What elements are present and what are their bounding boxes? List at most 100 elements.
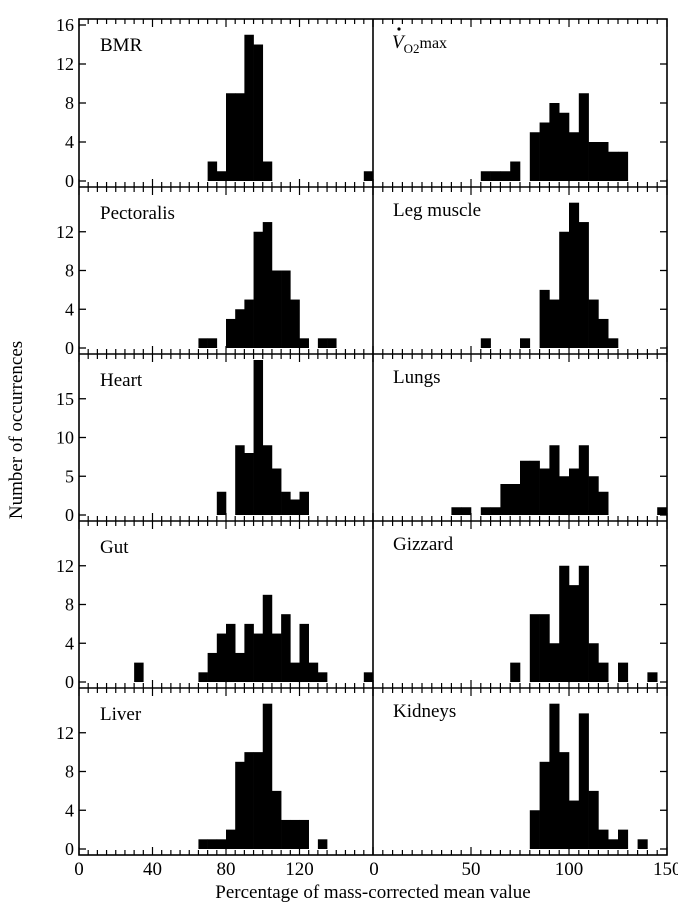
- y-tick-label-pectoralis: 4: [65, 299, 74, 319]
- bar-vo2max: [559, 112, 570, 181]
- bar-bmr: [363, 171, 374, 181]
- bar-gut: [317, 672, 328, 682]
- bar-bmr: [262, 161, 273, 181]
- bar-kidneys: [637, 839, 648, 849]
- y-tick-label-heart: 10: [56, 428, 74, 448]
- bar-vo2max: [588, 142, 599, 181]
- bar-kidneys: [588, 790, 599, 850]
- x-tick-label-right: 0: [369, 859, 379, 880]
- panel-kidneys: Kidneys: [372, 688, 668, 855]
- bar-lungs: [490, 507, 501, 515]
- bar-bmr: [244, 34, 254, 181]
- bar-pectoralis: [290, 299, 300, 348]
- bar-kidneys: [549, 703, 560, 849]
- x-axis-label: Percentage of mass-corrected mean value: [215, 882, 530, 903]
- bar-gut: [226, 623, 236, 683]
- bar-leg-muscle: [598, 318, 609, 348]
- x-tick-label-left: 80: [217, 859, 236, 880]
- bar-pectoralis: [299, 338, 309, 348]
- bar-leg-muscle: [520, 338, 531, 348]
- bar-gizzard: [539, 614, 550, 682]
- bar-pectoralis: [271, 270, 282, 348]
- bar-gut: [363, 672, 374, 682]
- bar-kidneys: [539, 761, 550, 849]
- bar-gut: [290, 662, 300, 683]
- bar-heart: [253, 360, 264, 515]
- bar-liver: [299, 819, 309, 849]
- bar-leg-muscle: [569, 202, 580, 348]
- bar-vo2max: [569, 132, 580, 181]
- bar-liver: [290, 819, 300, 849]
- bar-lungs: [500, 484, 511, 515]
- bar-pectoralis: [198, 338, 208, 348]
- bar-bmr: [235, 93, 245, 181]
- bar-gizzard: [559, 565, 570, 682]
- bar-pectoralis: [226, 318, 236, 348]
- bar-gizzard: [569, 585, 580, 683]
- panel-title-pectoralis: Pectoralis: [100, 203, 175, 224]
- panel-vo2max: VO2max: [372, 19, 668, 187]
- y-tick-label-bmr: 16: [56, 15, 74, 35]
- panel-pectoralis: 0 4 8 12 Pectoralis: [56, 187, 374, 358]
- panel-leg-muscle: Leg muscle: [372, 187, 668, 354]
- bar-liver: [317, 839, 328, 849]
- bar-gut: [271, 633, 282, 682]
- frame-layer: [78, 18, 668, 856]
- bar-lungs: [529, 460, 540, 515]
- bar-liver: [226, 829, 236, 850]
- bar-lungs: [559, 476, 570, 515]
- panel-heart: 0 5 10 15 Heart: [56, 354, 374, 525]
- y-tick-label-bmr: 8: [65, 93, 74, 113]
- bar-lungs: [598, 491, 609, 515]
- bar-pectoralis: [253, 231, 264, 348]
- bar-vo2max: [618, 151, 629, 181]
- bar-leg-muscle: [559, 231, 570, 348]
- y-tick-label-pectoralis: 0: [65, 338, 74, 358]
- y-axis-label: Number of occurrences: [6, 341, 27, 519]
- bar-gizzard: [549, 643, 560, 682]
- bar-liver: [262, 703, 273, 849]
- bar-kidneys: [529, 810, 540, 849]
- bar-gut: [216, 633, 227, 682]
- bar-heart: [216, 491, 227, 515]
- y-tick-label-liver: 4: [65, 800, 74, 820]
- bar-leg-muscle: [588, 299, 599, 348]
- bar-vo2max: [480, 171, 491, 181]
- panel-title-lungs: Lungs: [393, 367, 441, 388]
- panel-title-gut: Gut: [100, 537, 129, 558]
- y-tick-label-liver: 8: [65, 762, 74, 782]
- y-tick-label-bmr: 12: [56, 54, 74, 74]
- x-tick-label-left: 0: [74, 859, 84, 880]
- bar-leg-muscle: [608, 338, 619, 348]
- panel-title-bmr: BMR: [100, 35, 143, 56]
- bar-gut: [262, 594, 273, 682]
- bar-heart: [290, 499, 300, 515]
- panel-title-liver: Liver: [100, 704, 142, 725]
- bar-vo2max: [529, 132, 540, 181]
- bar-leg-muscle: [578, 222, 589, 348]
- bar-pectoralis: [207, 338, 218, 348]
- y-tick-label-gut: 4: [65, 633, 74, 653]
- y-tick-label-liver: 12: [56, 723, 74, 743]
- bar-heart: [281, 491, 291, 515]
- bar-heart: [235, 445, 245, 515]
- bar-pectoralis: [281, 270, 291, 348]
- panel-title-heart: Heart: [100, 370, 143, 391]
- bar-gizzard: [578, 565, 589, 682]
- bar-leg-muscle: [549, 299, 560, 348]
- bar-pectoralis: [235, 309, 245, 348]
- bar-leg-muscle: [539, 289, 550, 349]
- bar-vo2max: [549, 103, 560, 181]
- y-tick-label-bmr: 4: [65, 132, 74, 152]
- y-tick-label-heart: 0: [65, 505, 74, 525]
- bar-liver: [198, 839, 208, 849]
- bar-vo2max: [510, 161, 521, 181]
- x-tick-label-right: 50: [462, 859, 481, 880]
- bar-lungs: [588, 476, 599, 515]
- bar-vo2max: [539, 122, 550, 181]
- y-tick-label-pectoralis: 8: [65, 261, 74, 281]
- y-tick-label-heart: 15: [56, 389, 74, 409]
- bar-gut: [299, 623, 309, 683]
- y-tick-label-gut: 0: [65, 672, 74, 692]
- bar-kidneys: [618, 829, 629, 850]
